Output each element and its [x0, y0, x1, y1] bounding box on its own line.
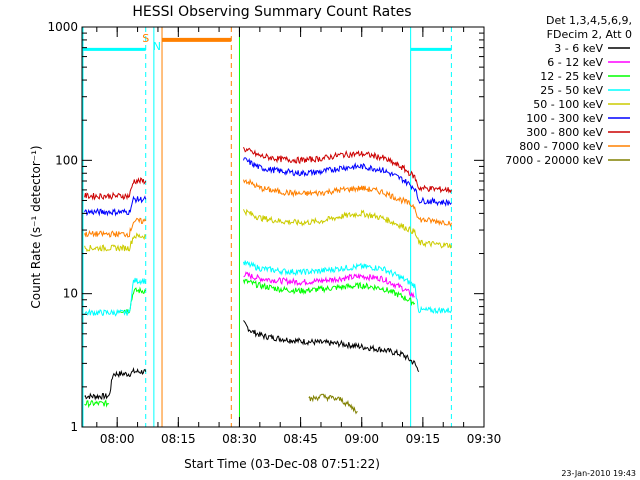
y-tick-label-3: 1000 [47, 20, 78, 34]
series-4-segment-0 [84, 232, 147, 253]
x-tick-label-4: 09:00 [344, 432, 379, 446]
timestamp: 23-Jan-2010 19:43 [561, 469, 636, 478]
series-4-segment-1 [243, 208, 452, 249]
series-7-segment-0 [84, 217, 147, 238]
series-0-segment-1 [243, 320, 420, 373]
y-tick-label-0: 1 [70, 420, 78, 434]
plot-data: SN [82, 27, 452, 427]
series-5-segment-0 [84, 195, 147, 217]
series-6-segment-1 [243, 146, 452, 194]
legend-label-0: 3 - 6 keV [554, 42, 603, 55]
legend-label-6: 300 - 800 keV [526, 126, 603, 139]
y-axis-label: Count Rate (s⁻¹ detector⁻¹) [29, 145, 43, 308]
x-tick-label-6: 09:30 [467, 432, 502, 446]
series-2-segment-0 [84, 399, 110, 409]
flag-n: N [153, 40, 161, 53]
series-1-segment-0 [243, 271, 415, 298]
x-axis-label: Start Time (03-Dec-08 07:51:22) [184, 457, 380, 471]
legend-label-5: 100 - 300 keV [526, 112, 603, 125]
x-tick-label-0: 08:00 [100, 432, 135, 446]
series-2-segment-2 [243, 278, 416, 307]
legend-label-1: 6 - 12 keV [547, 56, 603, 69]
legend-label-4: 50 - 100 keV [533, 98, 603, 111]
legend-label-2: 12 - 25 keV [540, 70, 603, 83]
legend-label-8: 7000 - 20000 keV [505, 154, 603, 167]
flag-s: S [142, 32, 149, 45]
legend-label-7: 800 - 7000 keV [519, 140, 603, 153]
series-3-segment-1 [243, 260, 452, 315]
x-tick-label-3: 08:45 [283, 432, 318, 446]
series-0-segment-0 [84, 367, 147, 401]
x-tick-label-2: 08:30 [222, 432, 257, 446]
chart-title: HESSI Observing Summary Count Rates [132, 4, 411, 20]
series-3-segment-0 [84, 277, 147, 317]
y-tick-label-1: 10 [63, 287, 78, 301]
axes: 1 10 100 1000 08:00 08:15 08:30 08:45 09:00 09:15… [47, 20, 501, 446]
x-tick-label-5: 09:15 [406, 432, 441, 446]
series-7-segment-1 [243, 178, 452, 228]
series-8-segment-0 [308, 393, 358, 415]
plot-frame [81, 26, 485, 428]
y-tick-label-2: 100 [55, 153, 78, 167]
legend-header-line-2: FDecim 2, Att 0 [547, 28, 632, 41]
legend-label-3: 25 - 50 keV [540, 84, 603, 97]
series-6-segment-0 [84, 177, 147, 201]
series-5-segment-1 [243, 157, 452, 207]
x-tick-label-1: 08:15 [161, 432, 196, 446]
legend-header-line-1: Det 1,3,4,5,6,9, [546, 14, 632, 27]
